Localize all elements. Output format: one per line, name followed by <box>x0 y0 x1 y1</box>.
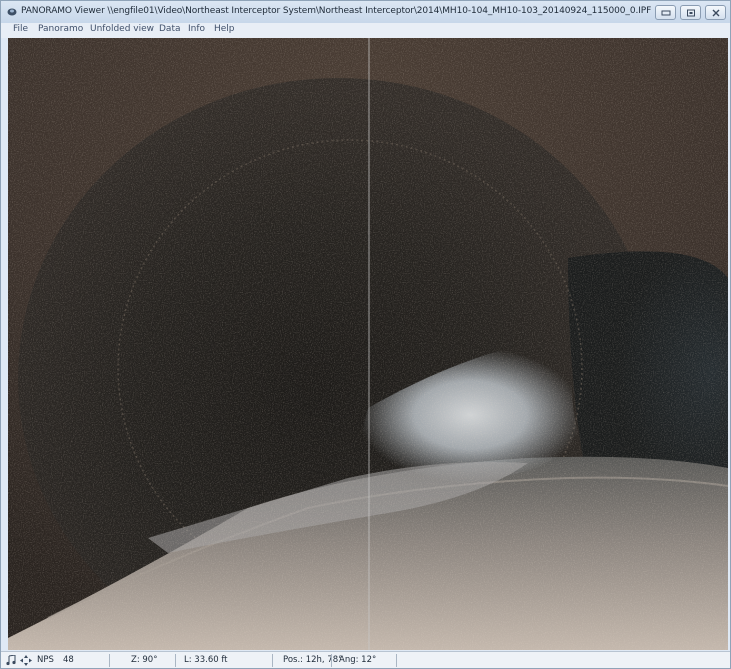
maximize-icon <box>687 9 695 17</box>
length-readout: L: 33.60 ft <box>184 655 228 665</box>
status-separator <box>175 654 176 667</box>
menu-info[interactable]: Info <box>188 24 206 34</box>
music-note-icon[interactable] <box>5 655 17 666</box>
zoom-readout: Z: 90° <box>131 655 158 665</box>
status-bar: NPS 48 Z: 90° L: 33.60 ft Pos.: 12h, 78°… <box>1 651 730 668</box>
nps-label: NPS <box>37 655 54 665</box>
menu-panoramo[interactable]: Panoramo <box>38 24 84 34</box>
pipe-video-view[interactable] <box>8 38 728 650</box>
title-bar[interactable]: PANORAMO Viewer \\engfile01\Video\Northe… <box>1 1 730 23</box>
angle-readout: Ang: 12° <box>339 655 377 665</box>
menu-bar: File Panoramo Unfolded view Data Info He… <box>1 23 730 38</box>
close-icon <box>712 9 720 17</box>
position-readout: Pos.: 12h, 78° <box>283 655 343 665</box>
status-separator <box>396 654 397 667</box>
menu-unfolded-view[interactable]: Unfolded view <box>90 24 155 34</box>
menu-help[interactable]: Help <box>214 24 235 34</box>
status-separator <box>272 654 273 667</box>
menu-data[interactable]: Data <box>159 24 181 34</box>
nps-value: 48 <box>63 655 74 665</box>
compass-arrows-icon[interactable] <box>20 655 32 666</box>
panoramo-app-icon <box>7 8 17 16</box>
close-button[interactable] <box>705 5 726 20</box>
minimize-button[interactable] <box>655 5 676 20</box>
pipe-inspection-image <box>8 38 728 650</box>
window-title: PANORAMO Viewer \\engfile01\Video\Northe… <box>21 6 652 16</box>
menu-file[interactable]: File <box>13 24 29 34</box>
status-separator <box>331 654 332 667</box>
maximize-button[interactable] <box>680 5 701 20</box>
status-separator <box>109 654 110 667</box>
minimize-icon <box>661 10 671 16</box>
